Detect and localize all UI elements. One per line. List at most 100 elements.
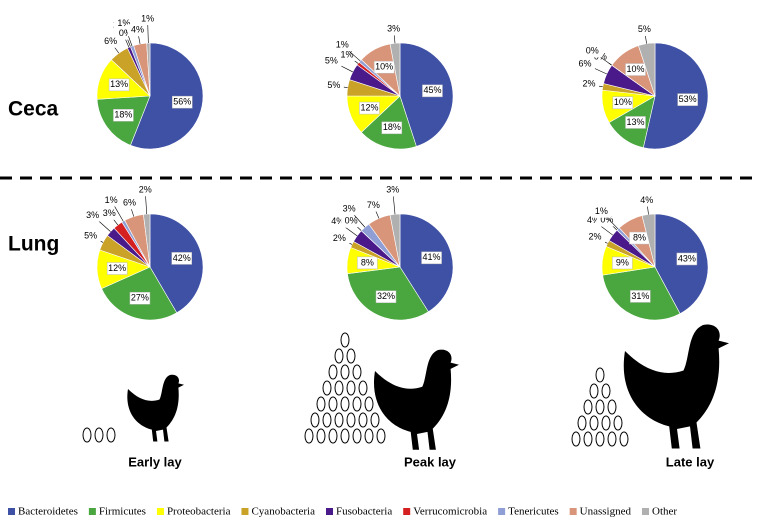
label-box xyxy=(106,262,128,275)
data-label: 1% xyxy=(341,49,354,59)
label-box xyxy=(634,23,655,36)
label-box xyxy=(677,93,698,106)
egg xyxy=(316,396,326,412)
data-label: 12% xyxy=(108,263,126,273)
data-label: 2% xyxy=(139,185,152,195)
data-label: 27% xyxy=(131,293,149,303)
egg xyxy=(601,383,611,399)
data-label: 2% xyxy=(589,232,602,242)
label-box xyxy=(612,96,634,109)
pie-slice xyxy=(389,42,401,97)
egg xyxy=(328,428,338,444)
column-label: Peak lay xyxy=(404,454,457,469)
egg xyxy=(589,383,599,399)
label-box xyxy=(383,23,404,36)
data-label: 3% xyxy=(386,185,399,195)
data-label: 42% xyxy=(173,253,191,263)
egg xyxy=(583,399,593,415)
data-label: 2% xyxy=(583,79,596,89)
label-box xyxy=(574,58,595,71)
legend-label: Cyanobacteria xyxy=(251,506,315,518)
data-label: 0% xyxy=(345,216,358,226)
egg xyxy=(595,367,605,383)
egg xyxy=(346,348,356,364)
egg xyxy=(601,415,611,431)
data-label: 10% xyxy=(375,62,393,72)
leader-line xyxy=(147,25,149,44)
egg xyxy=(328,396,338,412)
label-box xyxy=(171,252,192,265)
egg xyxy=(94,427,104,443)
egg xyxy=(82,427,92,443)
legend-label: Fusobacteria xyxy=(336,506,392,518)
egg xyxy=(340,364,350,380)
data-label: 8% xyxy=(633,232,646,242)
label-box xyxy=(129,292,151,305)
egg xyxy=(613,415,623,431)
egg xyxy=(304,428,314,444)
leader-line xyxy=(645,35,647,44)
egg xyxy=(607,399,617,415)
label-box xyxy=(332,39,353,52)
data-label: 3% xyxy=(103,208,116,218)
label-box xyxy=(381,121,403,135)
egg xyxy=(322,380,332,396)
label-box xyxy=(373,60,395,74)
data-label: 0% xyxy=(600,215,613,225)
data-label: 5% xyxy=(327,80,340,90)
data-label: 18% xyxy=(114,110,132,120)
label-box xyxy=(172,95,193,109)
data-label: 6% xyxy=(104,36,117,46)
egg xyxy=(607,431,617,447)
label-box xyxy=(127,24,148,37)
egg xyxy=(340,332,350,348)
label-box xyxy=(119,197,140,210)
legend-label: Bacteroidetes xyxy=(18,506,78,518)
data-label: 1% xyxy=(105,195,118,205)
leader-line xyxy=(96,219,111,232)
egg xyxy=(595,399,605,415)
data-label: 3% xyxy=(343,204,356,214)
column-label: Early lay xyxy=(128,454,182,469)
egg xyxy=(583,431,593,447)
legend-swatch xyxy=(569,508,577,515)
data-label: 7% xyxy=(367,200,380,210)
legend-label: Firmicutes xyxy=(99,506,146,518)
pie-slice xyxy=(389,213,401,268)
data-label: 2% xyxy=(333,233,346,243)
label-box xyxy=(108,78,130,92)
label-box xyxy=(636,194,657,207)
egg xyxy=(340,428,350,444)
label-box xyxy=(357,256,378,270)
data-label: 12% xyxy=(360,102,378,112)
pie-slice xyxy=(130,42,204,150)
label-box xyxy=(135,184,156,197)
data-label: 4% xyxy=(640,195,653,205)
leader-line xyxy=(605,215,619,230)
hen xyxy=(373,349,459,450)
data-label: 18% xyxy=(383,122,401,132)
label-box xyxy=(113,109,134,122)
leader-line xyxy=(393,35,396,44)
data-label: 6% xyxy=(123,198,136,208)
egg xyxy=(571,431,581,447)
label-box xyxy=(630,290,651,303)
leader-line xyxy=(145,196,148,215)
label-box xyxy=(375,290,397,303)
label-box xyxy=(585,231,606,244)
data-label: 8% xyxy=(361,257,374,267)
legend-swatch xyxy=(326,508,333,515)
pie-slice xyxy=(143,213,151,268)
row-label: Lung xyxy=(8,233,59,256)
data-label: 3% xyxy=(86,210,99,220)
egg xyxy=(322,412,332,428)
row-label: Ceca xyxy=(8,98,59,121)
leader-line xyxy=(125,29,133,47)
data-label: 13% xyxy=(110,79,128,89)
legend-label: Unassigned xyxy=(580,506,632,518)
hen xyxy=(623,324,729,449)
data-label: 43% xyxy=(678,253,696,263)
egg xyxy=(334,348,344,364)
egg xyxy=(358,412,368,428)
